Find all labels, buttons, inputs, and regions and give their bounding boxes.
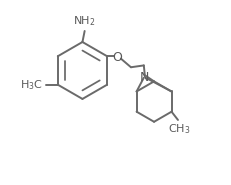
Text: H$_3$C: H$_3$C (20, 78, 43, 92)
Text: O: O (112, 51, 122, 64)
Text: NH$_2$: NH$_2$ (73, 14, 96, 28)
Text: CH$_3$: CH$_3$ (168, 122, 190, 136)
Text: N: N (140, 71, 149, 84)
